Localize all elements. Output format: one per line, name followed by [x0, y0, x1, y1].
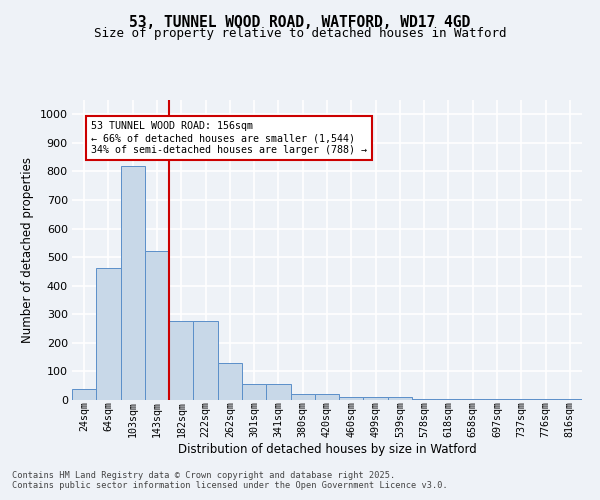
Bar: [388, 397, 412, 400]
X-axis label: Distribution of detached houses by size in Watford: Distribution of detached houses by size …: [178, 443, 476, 456]
Bar: [412, 398, 436, 400]
Y-axis label: Number of detached properties: Number of detached properties: [21, 157, 34, 343]
Bar: [461, 398, 485, 400]
Text: Size of property relative to detached houses in Watford: Size of property relative to detached ho…: [94, 28, 506, 40]
Bar: [339, 397, 364, 400]
Bar: [193, 322, 218, 400]
Bar: [266, 384, 290, 400]
Text: 53, TUNNEL WOOD ROAD, WATFORD, WD17 4GD: 53, TUNNEL WOOD ROAD, WATFORD, WD17 4GD: [130, 15, 470, 30]
Bar: [96, 268, 121, 400]
Bar: [436, 398, 461, 400]
Bar: [242, 384, 266, 400]
Bar: [121, 166, 145, 400]
Text: 53 TUNNEL WOOD ROAD: 156sqm
← 66% of detached houses are smaller (1,544)
34% of : 53 TUNNEL WOOD ROAD: 156sqm ← 66% of det…: [91, 122, 367, 154]
Bar: [485, 398, 509, 400]
Bar: [533, 398, 558, 400]
Bar: [290, 394, 315, 400]
Bar: [364, 397, 388, 400]
Bar: [72, 388, 96, 400]
Bar: [218, 363, 242, 400]
Text: Contains HM Land Registry data © Crown copyright and database right 2025.
Contai: Contains HM Land Registry data © Crown c…: [12, 470, 448, 490]
Bar: [169, 322, 193, 400]
Bar: [145, 252, 169, 400]
Bar: [509, 398, 533, 400]
Bar: [558, 398, 582, 400]
Bar: [315, 394, 339, 400]
